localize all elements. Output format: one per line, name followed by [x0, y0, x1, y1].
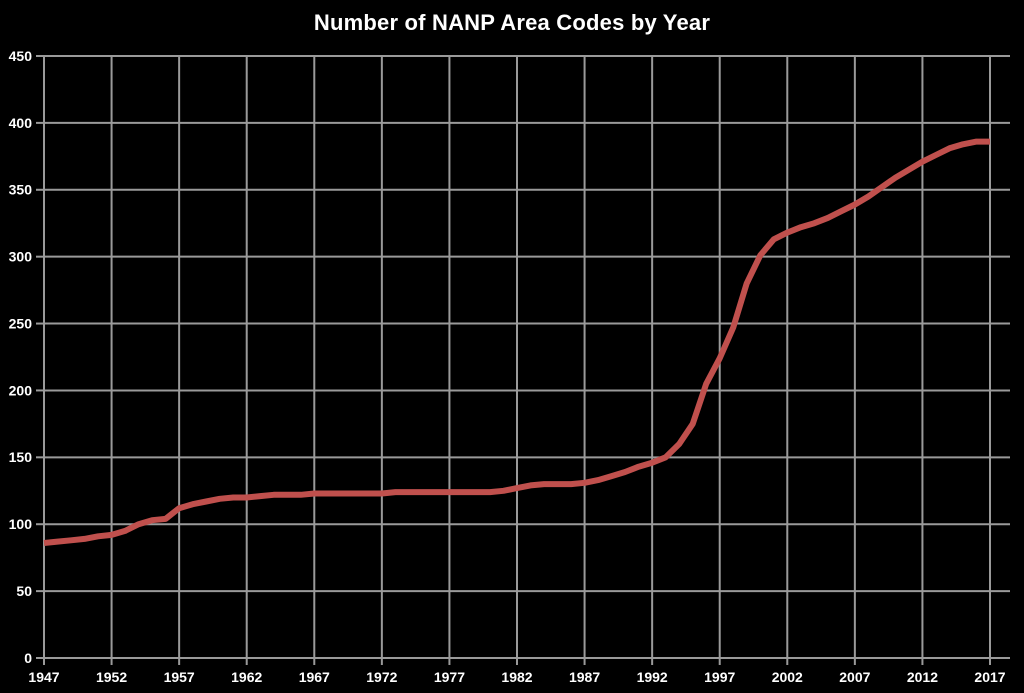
data-line [43, 138, 990, 546]
x-tick-label: 2007 [839, 669, 870, 685]
x-tick-label: 1962 [231, 669, 262, 685]
x-tick-label: 2017 [974, 669, 1005, 685]
y-tick-label: 200 [9, 382, 33, 398]
x-tick-label: 1947 [28, 669, 59, 685]
x-tick-label: 1992 [637, 669, 668, 685]
y-tick-label: 300 [9, 249, 33, 265]
x-tick-label: 1972 [366, 669, 397, 685]
y-tick-label: 0 [24, 650, 32, 666]
chart-title: Number of NANP Area Codes by Year [313, 10, 711, 35]
y-tick-label: 450 [9, 48, 33, 64]
y-tick-label: 350 [9, 182, 33, 198]
y-tick-label: 250 [9, 315, 33, 331]
x-tick-label: 1967 [299, 669, 330, 685]
y-tick-label: 50 [16, 583, 32, 599]
y-tick-label: 100 [9, 516, 33, 532]
y-tick-label: 150 [9, 449, 33, 465]
x-tick-label: 1997 [704, 669, 735, 685]
x-tick-label: 1987 [569, 669, 600, 685]
x-tick-label: 1957 [164, 669, 195, 685]
y-tick-label: 400 [9, 115, 33, 131]
x-tick-label: 1982 [501, 669, 532, 685]
x-tick-label: 1952 [96, 669, 127, 685]
x-tick-label: 2012 [907, 669, 938, 685]
x-tick-label: 2002 [772, 669, 803, 685]
x-tick-label: 1977 [434, 669, 465, 685]
